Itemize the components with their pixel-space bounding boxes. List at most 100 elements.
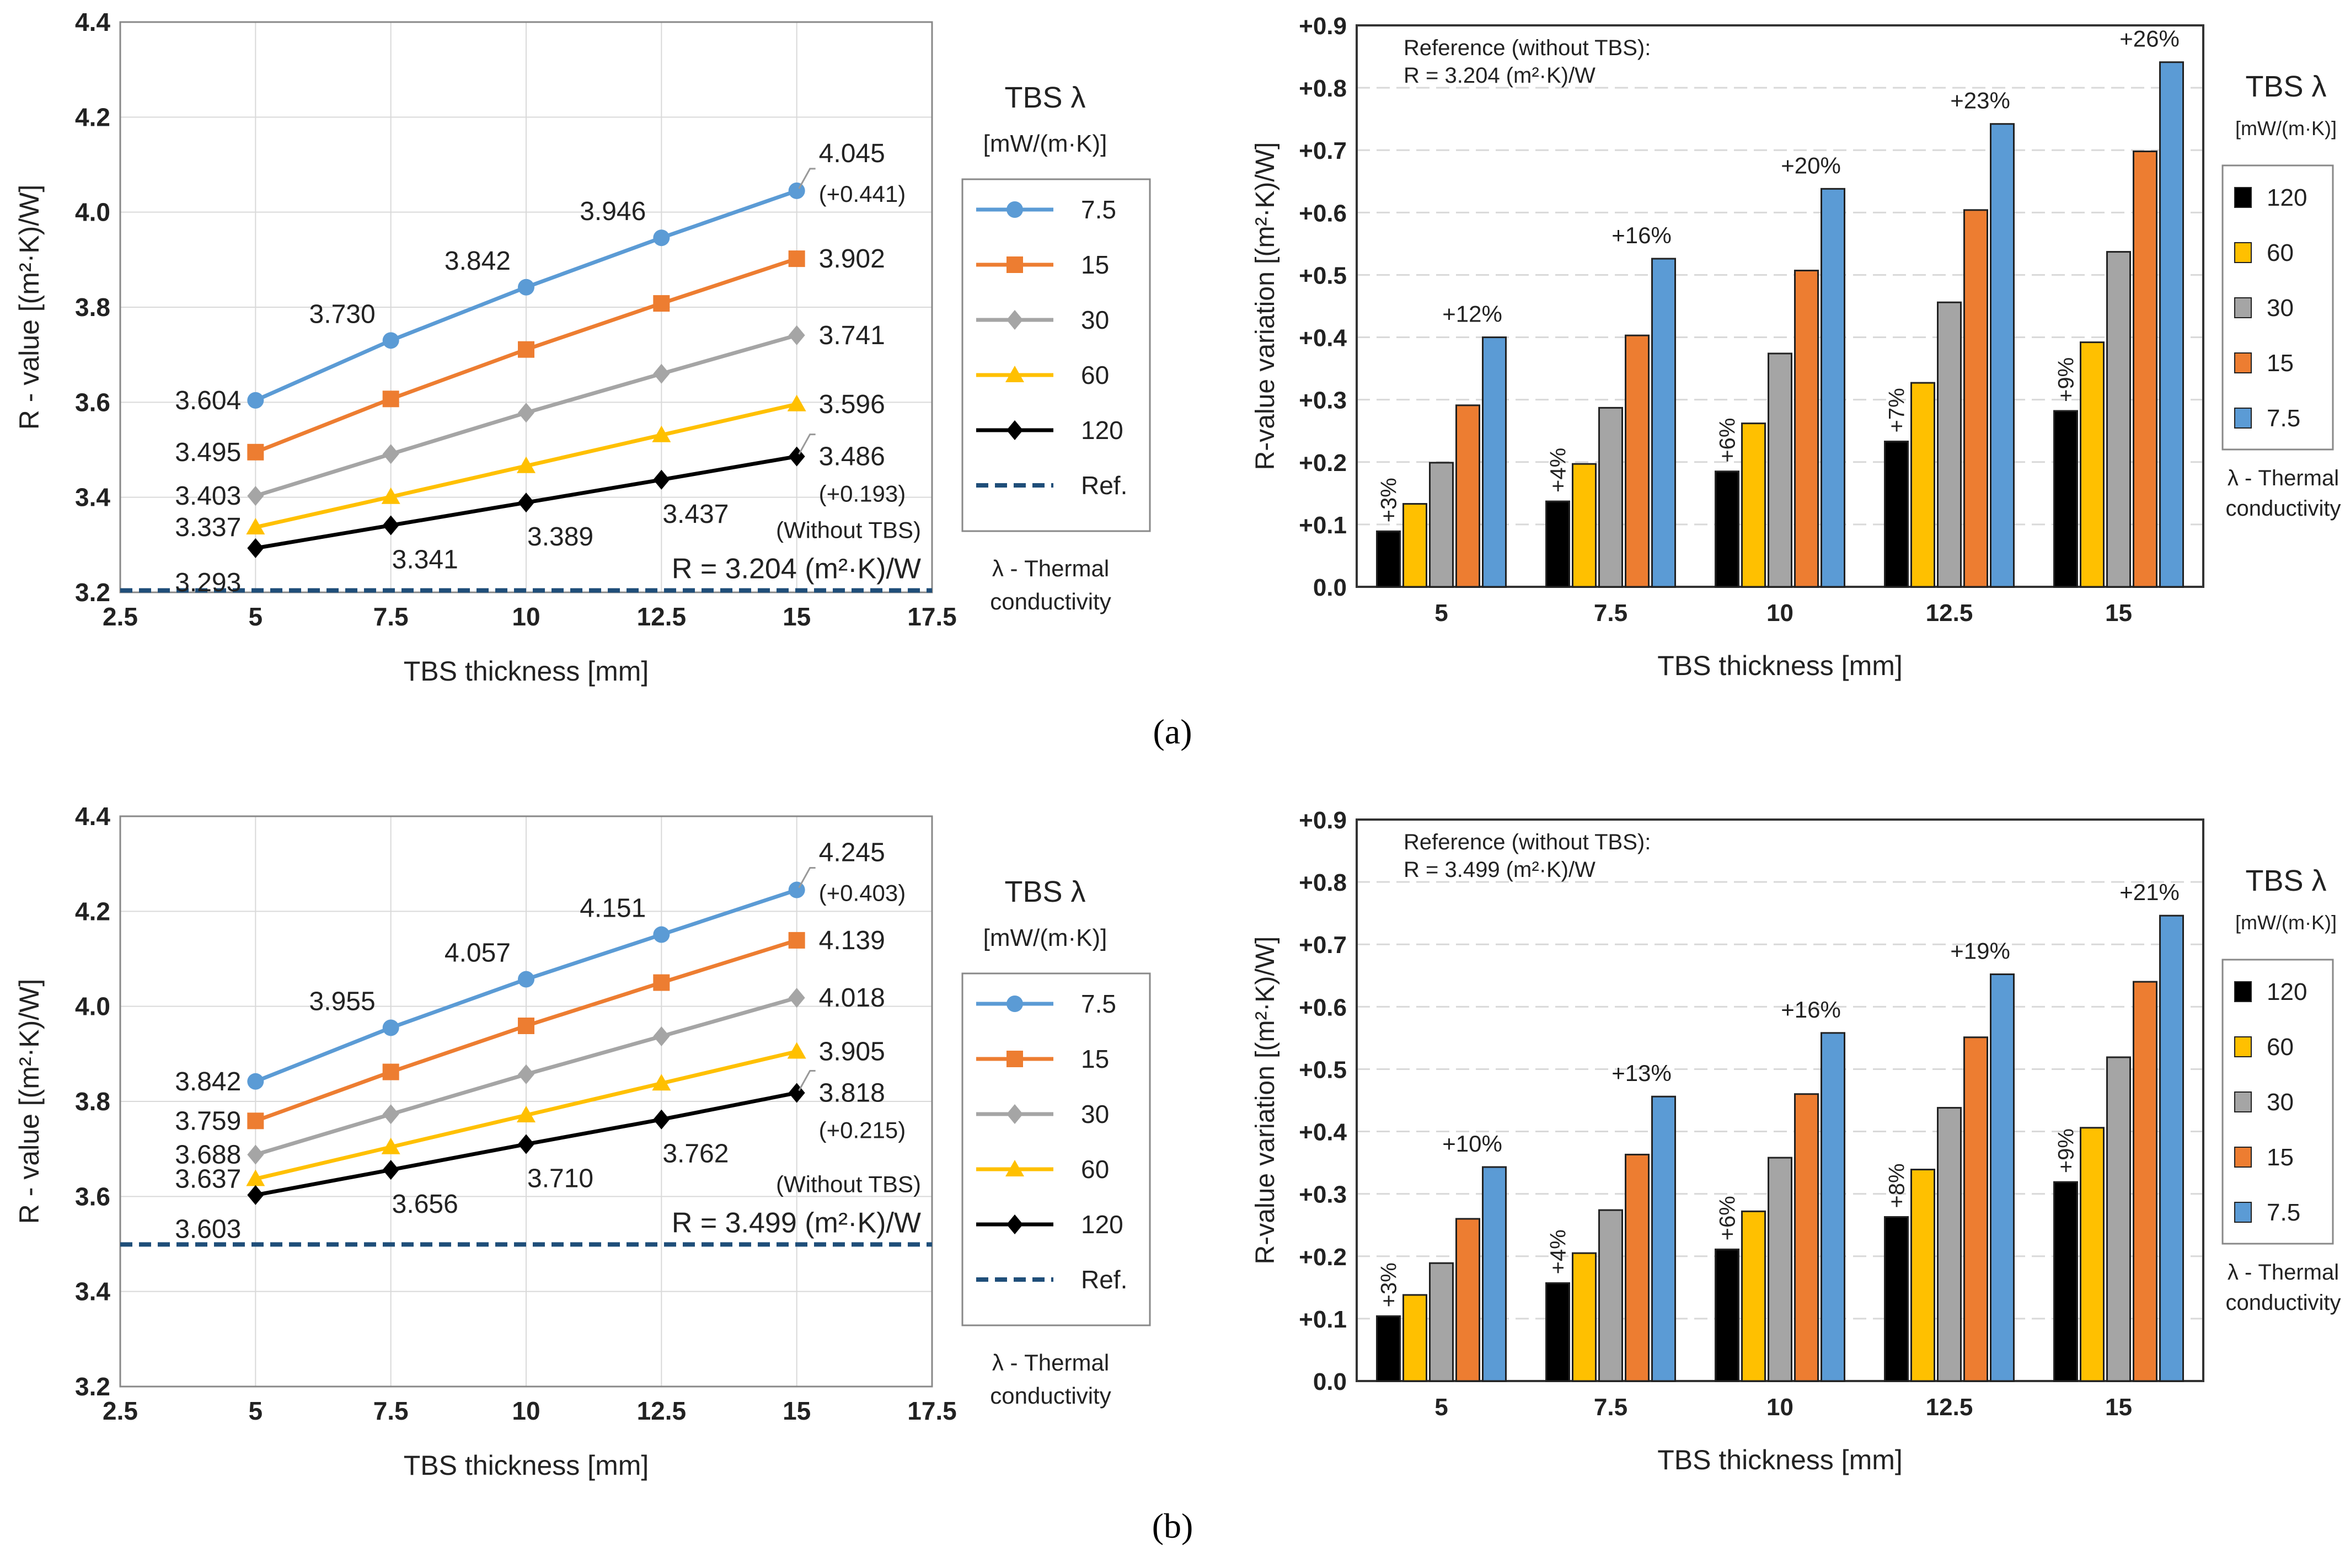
legend-item-label: 30 bbox=[2267, 295, 2294, 322]
y-axis-title: R - value [(m²·K)/W] bbox=[14, 979, 45, 1224]
data-point-30 bbox=[518, 403, 534, 423]
x-tick-label: 7.5 bbox=[1594, 600, 1627, 627]
x-tick-label: 12.5 bbox=[1926, 1394, 1973, 1421]
legend-box bbox=[961, 178, 1151, 532]
data-point-7.5 bbox=[382, 332, 399, 349]
legend-item-label: 15 bbox=[2267, 350, 2294, 377]
data-point-30 bbox=[653, 1026, 670, 1046]
data-point-120 bbox=[382, 515, 399, 536]
data-point-60 bbox=[787, 394, 806, 411]
legend-item-label: 120 bbox=[1081, 1210, 1123, 1239]
legend-marker-120 bbox=[1006, 420, 1023, 440]
bar-60 bbox=[1402, 1294, 1427, 1382]
legend-item-label: 15 bbox=[2267, 1144, 2294, 1171]
bar-120 bbox=[2053, 1181, 2078, 1382]
bar-30 bbox=[1937, 1107, 1962, 1382]
data-label: 3.604 bbox=[175, 386, 241, 415]
data-point-30 bbox=[382, 1104, 399, 1125]
data-label: 4.245 bbox=[819, 838, 885, 868]
plot-frame bbox=[119, 815, 933, 1388]
y-tick-label: 3.4 bbox=[75, 483, 110, 512]
data-point-120 bbox=[518, 1134, 534, 1154]
bar-120 bbox=[1884, 1216, 1909, 1382]
delta-label: (+0.193) bbox=[819, 481, 906, 507]
data-label: 4.018 bbox=[819, 983, 885, 1013]
bar-7.5 bbox=[1990, 123, 2015, 588]
legend-swatch-60 bbox=[2234, 1036, 2252, 1057]
legend-item-label: 30 bbox=[1081, 306, 1109, 334]
bar-60 bbox=[1910, 1169, 1935, 1382]
y-tick-label: 4.0 bbox=[75, 992, 110, 1021]
y-tick-label: 4.0 bbox=[75, 198, 110, 227]
data-point-15 bbox=[518, 341, 534, 358]
x-tick-label: 5 bbox=[249, 1396, 263, 1425]
bar-120 bbox=[1545, 500, 1570, 588]
x-axis-title: TBS thickness [mm] bbox=[404, 656, 649, 687]
bar-percent-label: +4% bbox=[1546, 448, 1571, 493]
legend-marker-60 bbox=[1005, 1160, 1024, 1176]
bar-percent-label: +6% bbox=[1716, 418, 1740, 463]
legend-note: λ - Thermal bbox=[992, 555, 1109, 581]
data-label: 4.151 bbox=[580, 894, 646, 923]
x-tick-label: 10 bbox=[512, 602, 540, 631]
legend-title: TBS λ bbox=[1004, 875, 1085, 908]
legend-title: TBS λ bbox=[2245, 864, 2326, 897]
data-label: 3.293 bbox=[175, 568, 241, 597]
legend-marker-30 bbox=[1006, 1104, 1023, 1124]
bar-60 bbox=[1741, 422, 1766, 588]
legend-swatch-15 bbox=[2234, 352, 2252, 373]
y-axis-title: R-value variation [(m²·K)/W] bbox=[1251, 142, 1280, 470]
bar-30 bbox=[1768, 352, 1792, 588]
data-label: 3.818 bbox=[819, 1078, 885, 1107]
reference-value-label: R = 3.204 (m²·K)/W bbox=[672, 553, 921, 585]
legend-unit: [mW/(m·K)] bbox=[2235, 911, 2337, 934]
y-tick-label: +0.1 bbox=[1299, 512, 1347, 539]
data-point-30 bbox=[653, 363, 670, 384]
data-label: 4.045 bbox=[819, 139, 885, 168]
y-tick-label: 3.6 bbox=[75, 388, 110, 416]
x-axis-title: TBS thickness [mm] bbox=[1657, 650, 1903, 681]
legend-item-label: 30 bbox=[2267, 1089, 2294, 1116]
legend-unit: [mW/(m·K)] bbox=[2235, 117, 2337, 140]
legend-swatch-30 bbox=[2234, 297, 2252, 318]
y-tick-label: 3.8 bbox=[75, 293, 110, 322]
data-point-30 bbox=[382, 444, 399, 464]
x-tick-label: 10 bbox=[512, 1396, 540, 1425]
bar-15 bbox=[1455, 404, 1480, 588]
legend-note: conductivity bbox=[990, 1383, 1111, 1409]
line-legend: TBS λ [mW/(m·K)] 7.5 15 30 60 120 Ref. λ - Therm… bbox=[961, 81, 1151, 614]
bar-percent-label: +23% bbox=[1950, 88, 2010, 114]
y-tick-label: 0.0 bbox=[1313, 1368, 1347, 1395]
x-tick-label: 5 bbox=[249, 602, 263, 631]
bar-percent-label: +21% bbox=[2119, 879, 2180, 905]
y-tick-label: 3.2 bbox=[75, 1372, 110, 1401]
legend-item-label: 7.5 bbox=[2267, 405, 2300, 432]
data-point-7.5 bbox=[247, 392, 264, 409]
legend-swatch-120 bbox=[2234, 981, 2252, 1002]
data-label: 3.403 bbox=[175, 481, 241, 511]
bar-7.5 bbox=[1821, 1032, 1845, 1382]
y-tick-label: +0.8 bbox=[1299, 869, 1347, 896]
bar-60 bbox=[1402, 503, 1427, 588]
x-tick-label: 17.5 bbox=[907, 1396, 957, 1425]
legend-item-label: 7.5 bbox=[2267, 1199, 2300, 1226]
bar-15 bbox=[1963, 209, 1988, 588]
x-tick-label: 7.5 bbox=[373, 602, 409, 631]
x-axis-title: TBS thickness [mm] bbox=[1657, 1444, 1903, 1475]
legend-item-label: 7.5 bbox=[1081, 989, 1116, 1018]
bar-120 bbox=[1545, 1282, 1570, 1382]
data-point-60 bbox=[381, 1137, 400, 1154]
y-tick-label: +0.9 bbox=[1299, 13, 1347, 40]
data-point-30 bbox=[247, 1144, 264, 1165]
data-point-120 bbox=[247, 538, 264, 558]
data-label: 3.842 bbox=[175, 1067, 241, 1096]
x-tick-label: 12.5 bbox=[1926, 600, 1973, 627]
data-point-120 bbox=[518, 493, 534, 513]
data-point-30 bbox=[788, 325, 805, 345]
legend-item-label: 60 bbox=[2267, 1034, 2294, 1061]
x-tick-label: 15 bbox=[2105, 600, 2132, 627]
legend-item-label: Ref. bbox=[1081, 1265, 1127, 1294]
y-tick-label: 4.2 bbox=[75, 897, 110, 925]
bar-legend: TBS λ [mW/(m·K)] 120 60 30 15 7.5 λ - Thermal co… bbox=[2221, 70, 2341, 521]
legend-marker-15 bbox=[1006, 1051, 1023, 1067]
